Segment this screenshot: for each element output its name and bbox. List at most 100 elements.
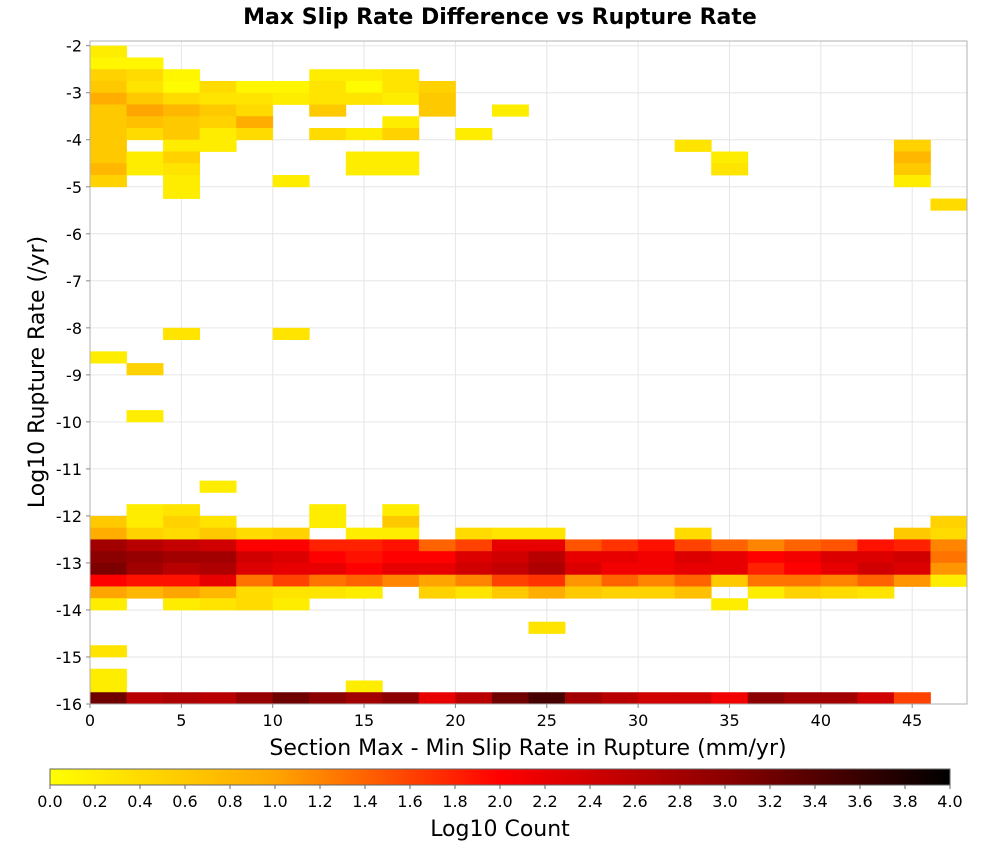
heatmap-cell [565,692,602,705]
heatmap-cell [893,163,931,176]
heatmap-cell [90,151,127,164]
heatmap-cell [272,327,310,340]
heatmap-cell [126,80,164,94]
heatmap-cell [930,562,968,576]
heatmap-cell [747,692,785,705]
heatmap-cell [90,80,127,94]
heatmap-cell [126,539,164,552]
heatmap-cell [199,104,237,117]
heatmap-cell [126,574,164,587]
heatmap-cell [126,104,164,117]
heatmap-cell [272,574,310,587]
heatmap-cell [674,539,712,552]
heatmap-cell [893,692,931,705]
colorbar-tick-label: 3.8 [892,792,917,811]
heatmap-cell [90,163,127,176]
heatmap-cell [236,127,274,141]
heatmap-cell [528,692,566,705]
heatmap-cell [893,539,931,552]
heatmap-cell [163,598,201,611]
heatmap-cell [638,539,676,552]
y-tick-label: -12 [56,507,82,526]
heatmap-cell [309,515,347,529]
heatmap-cell [674,562,712,576]
heatmap-cell [491,527,529,540]
heatmap-cell [90,175,127,188]
heatmap-cell [382,539,420,552]
heatmap-cell [930,527,968,540]
heatmap-cell [784,551,822,564]
heatmap-cell [199,480,237,493]
heatmap-cell [491,539,529,552]
heatmap-cell [930,515,968,529]
heatmap-cell [272,598,310,611]
x-tick-label: 45 [902,711,922,730]
y-tick-label: -15 [56,648,82,667]
heatmap-cell [382,551,420,564]
heatmap-cell [126,551,164,564]
heatmap-cell [565,539,602,552]
heatmap-cell [820,551,858,564]
heatmap-cell [163,127,201,141]
heatmap-cell [565,574,602,587]
heatmap-cell [930,574,968,587]
heatmap-cell [382,80,420,94]
heatmap-cell [711,551,749,564]
x-tick-label: 15 [354,711,374,730]
heatmap-cell [309,551,347,564]
heatmap-cell [163,527,201,540]
heatmap-cell [565,562,602,576]
colorbar-tick-label: 0.2 [82,792,107,811]
heatmap-cell [90,574,127,587]
heatmap-cell [126,163,164,176]
heatmap-cell [126,116,164,129]
heatmap-cell [163,139,201,152]
heatmap-cell [309,92,347,105]
heatmap-cell [784,586,822,599]
heatmap-cell [345,163,383,176]
heatmap-cell [893,175,931,188]
heatmap-cell [126,363,164,376]
heatmap-cell [345,80,383,94]
heatmap-cell [126,515,164,529]
colorbar-tick-label: 2.0 [487,792,512,811]
y-axis-label: Log10 Rupture Rate (/yr) [25,236,50,508]
y-tick-label: -14 [56,601,82,620]
heatmap-cell [163,151,201,164]
heatmap-cell [382,504,420,517]
y-tick-label: -8 [66,319,82,338]
heatmap-cell [711,598,749,611]
heatmap-cell [90,692,127,705]
colorbar [49,768,951,786]
x-tick-label: 30 [628,711,648,730]
heatmap-cell [272,586,310,599]
heatmap-cell [236,539,274,552]
heatmap-cell [857,574,895,587]
heatmap-cell [345,562,383,576]
heatmap-cell [163,104,201,117]
y-tick-label: -3 [66,84,82,103]
heatmap-cell [674,692,712,705]
heatmap-cell [893,151,931,164]
heatmap-cell [90,69,127,82]
heatmap-cell [418,574,456,587]
heatmap-cell [747,539,785,552]
heatmap-cell [163,504,201,517]
heatmap-cell [309,562,347,576]
heatmap-cell [857,692,895,705]
heatmap-cell [163,574,201,587]
heatmap-cell [126,586,164,599]
heatmap-cell [930,539,968,552]
heatmap-cell [455,551,493,564]
heatmap-cell [126,92,164,105]
heatmap-cell [163,186,201,199]
colorbar-tick-label: 0.8 [217,792,242,811]
heatmap-cell [126,69,164,82]
heatmap-cell [199,586,237,599]
heatmap-cell [90,351,127,364]
y-tick-label: -11 [56,460,82,479]
colorbar-tick-label: 2.2 [532,792,557,811]
y-axis-ticks: -2 -3 -4 -5 -6 -7 -8 -9 -10 -11 -12 -13 -14 -15 -16 [56,37,90,714]
heatmap-cell [930,198,968,211]
heatmap-cell [90,598,127,611]
